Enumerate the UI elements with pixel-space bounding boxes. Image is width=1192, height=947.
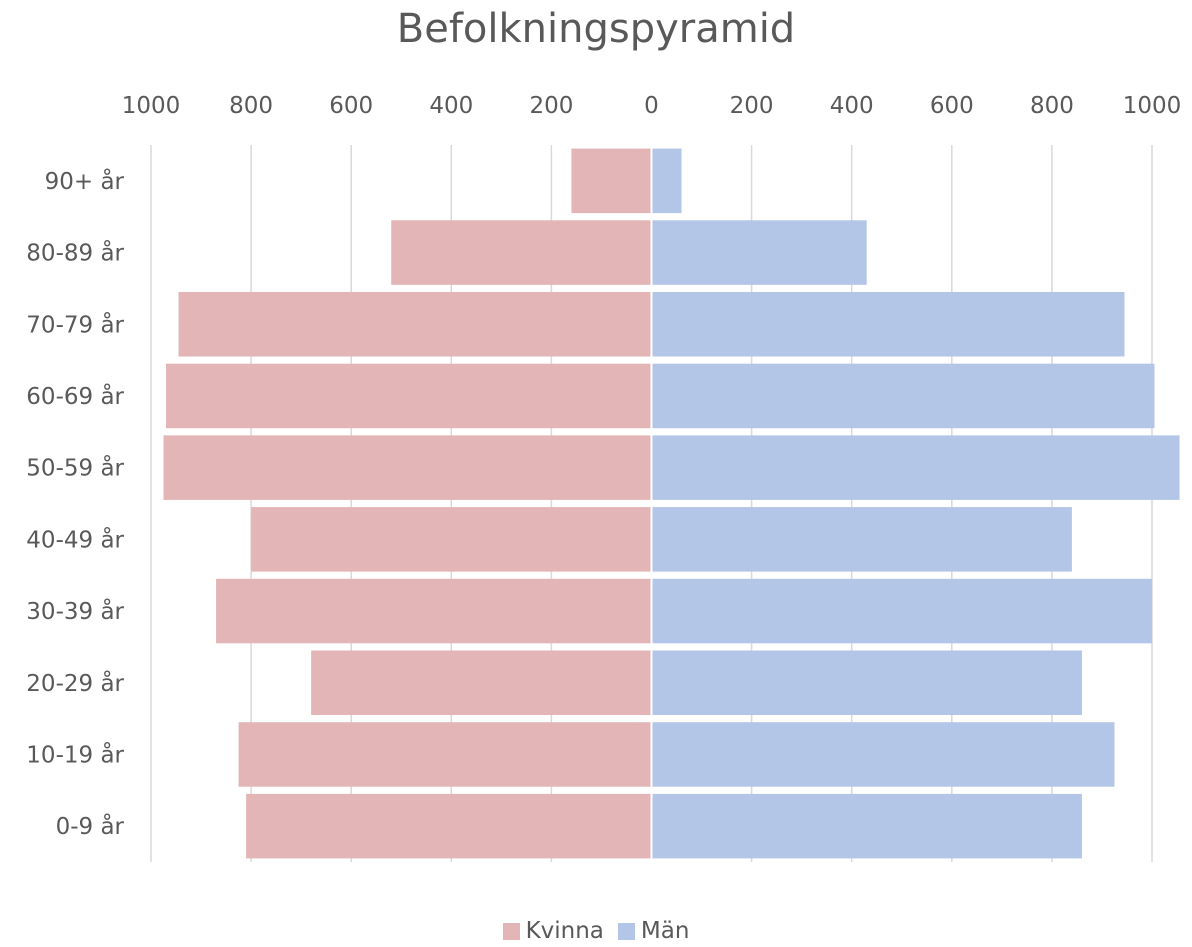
bar-kvinna <box>251 507 652 572</box>
bar-man <box>651 507 1072 572</box>
category-label: 60-69 år <box>26 382 124 410</box>
category-label: 10-19 år <box>26 740 124 768</box>
x-tick-label: 800 <box>229 93 273 119</box>
x-tick-label: 600 <box>329 93 373 119</box>
bar-kvinna <box>216 578 652 644</box>
legend: Kvinna Män <box>0 918 1192 944</box>
bar-man <box>651 148 682 214</box>
x-tick-label: 0 <box>644 93 659 119</box>
bar-man <box>651 578 1152 644</box>
bar-kvinna <box>246 793 652 859</box>
category-label: 70-79 år <box>26 310 124 338</box>
plot-area: 1000 800 600 400 200 0 200 400 600 800 1000 90+ år 8… <box>26 93 1182 862</box>
bar-man <box>651 435 1180 500</box>
bar-man <box>651 291 1125 357</box>
legend-item-kvinna: Kvinna <box>502 918 604 944</box>
bar-kvinna <box>166 363 652 429</box>
bar-man <box>651 363 1155 429</box>
bar-man <box>651 220 867 285</box>
bar-kvinna <box>178 291 652 357</box>
category-label: 50-59 år <box>26 454 124 482</box>
x-tick-label: 200 <box>529 93 573 119</box>
category-label: 40-49 år <box>26 525 124 553</box>
chart-title: Befolkningspyramid <box>396 6 796 52</box>
bar-kvinna <box>571 148 652 214</box>
category-label: 0-9 år <box>56 812 125 840</box>
category-label: 20-29 år <box>26 669 124 697</box>
bar-man <box>651 722 1115 787</box>
bar-kvinna <box>238 722 652 787</box>
x-tick-label: 1000 <box>122 93 181 119</box>
bar-kvinna <box>311 650 652 716</box>
x-tick-label: 400 <box>830 93 874 119</box>
bar-kvinna <box>391 220 652 285</box>
x-tick-label: 600 <box>930 93 974 119</box>
x-tick-label: 200 <box>730 93 774 119</box>
category-label: 90+ år <box>45 167 125 195</box>
category-label: 30-39 år <box>26 597 124 625</box>
bar-kvinna <box>163 435 652 500</box>
x-tick-label: 800 <box>1030 93 1074 119</box>
legend-swatch-man <box>617 922 635 940</box>
category-label: 80-89 år <box>26 239 124 267</box>
legend-swatch-kvinna <box>502 922 520 940</box>
bar-man <box>651 650 1082 716</box>
legend-label-man: Män <box>640 918 690 944</box>
x-tick-label: 1000 <box>1123 93 1182 119</box>
legend-item-man: Män <box>617 918 690 944</box>
x-tick-label: 400 <box>429 93 473 119</box>
legend-label-kvinna: Kvinna <box>525 918 604 944</box>
bar-man <box>651 793 1082 859</box>
